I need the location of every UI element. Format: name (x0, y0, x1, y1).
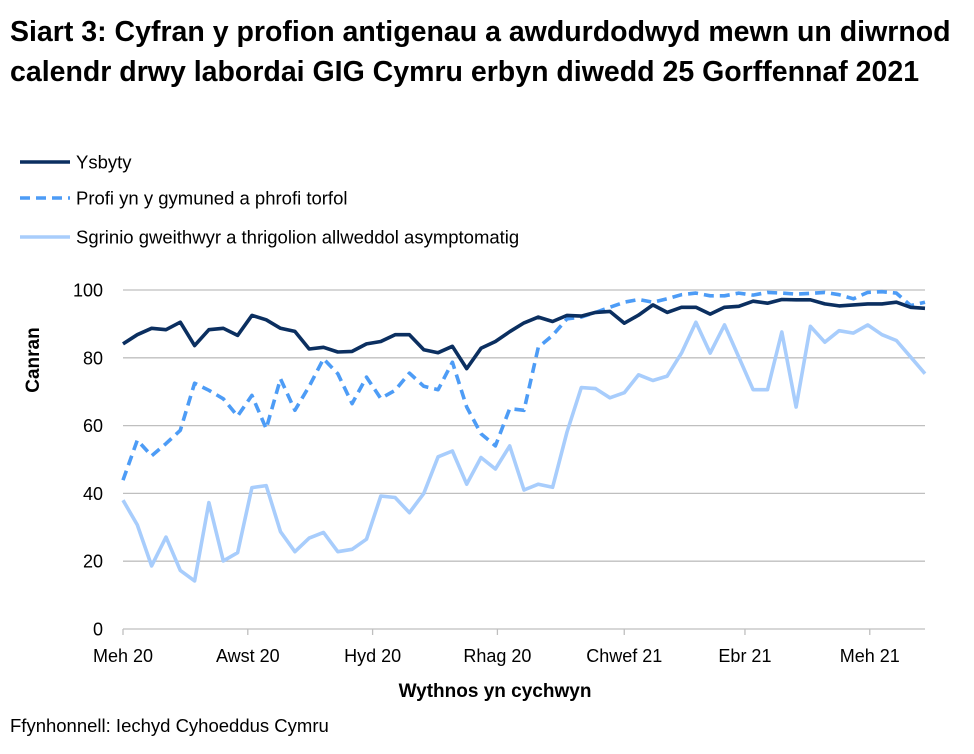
y-tick-label: 80 (83, 348, 103, 368)
series-line-2 (121, 320, 927, 583)
gridlines (123, 289, 925, 630)
y-axis-ticks: 0 20 40 60 80 100 (73, 281, 103, 640)
x-tick-label: Meh 21 (840, 646, 900, 666)
series-line-1 (121, 289, 926, 481)
y-tick-label: 0 (93, 620, 103, 640)
legend-label: Profi yn y gymuned a phrofi torfol (76, 188, 347, 209)
x-axis-label: Wythnos yn cychwyn (399, 681, 592, 702)
legend-label: Ysbyty (76, 152, 132, 173)
x-tick-label: Hyd 20 (344, 646, 401, 666)
x-tick-label: Rhag 20 (463, 646, 531, 666)
y-tick-label: 100 (73, 281, 103, 301)
chart-title: Siart 3: Cyfran y profion antigenau a aw… (10, 16, 951, 88)
series-line-0 (122, 297, 926, 371)
y-axis-label: Canran (23, 327, 44, 392)
y-tick-label: 60 (83, 416, 103, 436)
y-tick-label: 40 (83, 484, 103, 504)
series-lines (121, 289, 927, 583)
x-axis-ticks: Meh 20 Awst 20 Hyd 20 Rhag 20 Chwef 21 Ebr 21… (93, 629, 900, 666)
x-tick-label: Chwef 21 (586, 646, 662, 666)
x-tick-label: Meh 20 (93, 646, 153, 666)
legend-label: Sgrinio gweithwyr a thrigolion allweddol… (76, 227, 519, 248)
x-tick-label: Ebr 21 (718, 646, 771, 666)
y-tick-label: 20 (83, 552, 103, 572)
legend: Ysbyty Profi yn y gymuned a phrofi torfol… (20, 152, 519, 248)
x-tick-label: Awst 20 (216, 646, 280, 666)
source-note: Ffynhonnell: Iechyd Cyhoeddus Cymru (10, 715, 329, 736)
